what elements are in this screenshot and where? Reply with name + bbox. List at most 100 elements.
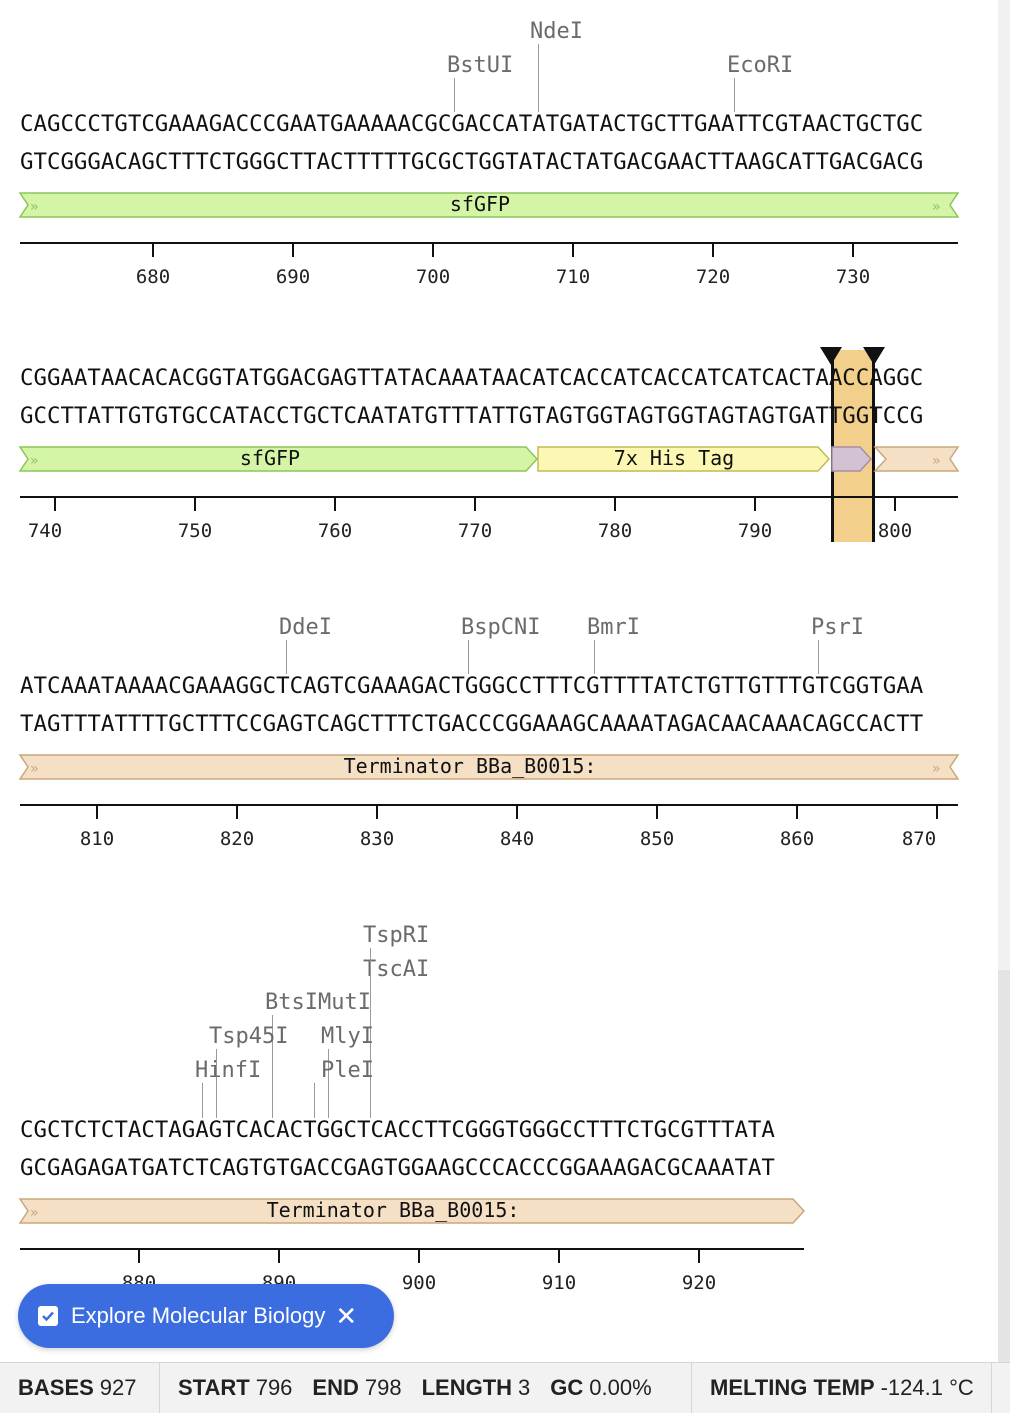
feature-small[interactable]	[831, 446, 873, 472]
ruler-tick	[138, 1249, 140, 1263]
enzyme-label-ddei[interactable]: DdeI	[279, 615, 332, 640]
feature-sfgfp[interactable]: » » sfGFP	[18, 192, 960, 218]
ruler-axis	[20, 804, 958, 806]
close-icon[interactable]: ✕	[335, 1300, 358, 1331]
ruler-tick	[432, 243, 434, 257]
ruler-axis	[20, 496, 958, 498]
ruler-tick-label: 730	[835, 266, 871, 288]
ruler-tick	[236, 805, 238, 819]
ruler-tick	[712, 243, 714, 257]
bottom-strand-sequence[interactable]: GTCGGGACAGCTTTCTGGGCTTACTTTTTGCGCTGGTATA…	[20, 149, 924, 175]
scrollbar-thumb[interactable]	[998, 970, 1010, 1362]
svg-text:»: »	[932, 453, 940, 469]
bases-value: 927	[99, 1375, 137, 1400]
enzyme-label-bmri[interactable]: BmrI	[587, 615, 640, 640]
selection-handles[interactable]	[818, 347, 888, 367]
ruler-tick	[96, 805, 98, 819]
enzyme-cut-line	[202, 1083, 203, 1118]
ruler-tick	[796, 805, 798, 819]
ruler-tick-label: 700	[415, 266, 451, 288]
enzyme-label-ndei[interactable]: NdeI	[530, 19, 583, 44]
svg-text:»: »	[30, 761, 38, 777]
enzyme-cut-line	[734, 78, 735, 112]
status-selection: START 796 END 798 LENGTH 3 GC 0.00%	[160, 1363, 692, 1413]
ruler-tick-label: 810	[79, 828, 115, 850]
feature-terminator[interactable]: »	[873, 446, 960, 472]
ruler-tick	[418, 1249, 420, 1263]
enzyme-label-tsp45i[interactable]: Tsp45I	[209, 1024, 289, 1049]
ruler-tick	[698, 1249, 700, 1263]
ruler-tick-label: 710	[555, 266, 591, 288]
ruler-tick-label: 850	[639, 828, 675, 850]
ruler-tick-label: 860	[779, 828, 815, 850]
enzyme-label-psri[interactable]: PsrI	[811, 615, 864, 640]
feature-label: 7x His Tag	[614, 446, 734, 470]
ruler-axis	[20, 242, 958, 244]
enzyme-cut-line	[468, 640, 469, 674]
enzyme-label-tscai[interactable]: TscAI	[363, 957, 430, 982]
ruler-tick-label: 750	[177, 520, 213, 542]
feature-sfgfp[interactable]: » sfGFP	[18, 446, 539, 472]
enzyme-label-ecori[interactable]: EcoRI	[727, 53, 794, 78]
top-strand-sequence[interactable]: CGCTCTCTACTAGAGTCACACTGGCTCACCTTCGGGTGGG…	[20, 1117, 775, 1143]
ruler-tick-label: 780	[597, 520, 633, 542]
status-bar: BASES 927 START 796 END 798 LENGTH 3 GC 0.00…	[0, 1362, 1010, 1413]
gc-value: 0.00%	[589, 1375, 652, 1400]
feature-label: sfGFP	[240, 446, 300, 470]
explore-molecular-biology-toast[interactable]: Explore Molecular Biology ✕	[18, 1284, 394, 1348]
ruler-tick	[572, 243, 574, 257]
end-label: END	[312, 1375, 359, 1400]
ruler-tick-label: 920	[681, 1272, 717, 1294]
status-melting-temp: MELTING TEMP -124.1 °C	[692, 1363, 992, 1413]
enzyme-cut-line	[538, 44, 539, 112]
enzyme-cut-line	[594, 640, 595, 674]
length-value: 3	[518, 1375, 531, 1400]
enzyme-label-btsimuti[interactable]: BtsIMutI	[265, 990, 371, 1015]
checkbox-icon[interactable]	[38, 1306, 58, 1326]
melting-temp-value: -124.1 °C	[880, 1375, 974, 1400]
ruler-tick	[152, 243, 154, 257]
enzyme-label-bspcni[interactable]: BspCNI	[461, 615, 541, 640]
bottom-strand-sequence[interactable]: GCGAGAGATGATCTCAGTGTGACCGAGTGGAAGCCCACCC…	[20, 1155, 775, 1181]
selection-end-handle-icon	[863, 347, 885, 365]
feature-terminator[interactable]: » » Terminator BBa_B0015:	[18, 754, 960, 780]
enzyme-cut-line	[286, 640, 287, 674]
sequence-viewer[interactable]: NdeI BstUI EcoRI CAGCCCTGTCGAAAGACCCGAAT…	[0, 0, 1000, 1362]
top-strand-sequence[interactable]: CGGAATAACACACGGTATGGACGAGTTATACAAATAACAT…	[20, 365, 924, 391]
enzyme-cut-line	[454, 78, 455, 112]
selection-end-cursor[interactable]	[872, 350, 875, 542]
ruler-tick-label: 910	[541, 1272, 577, 1294]
bases-label: BASES	[18, 1375, 94, 1400]
svg-text:»: »	[932, 761, 940, 777]
enzyme-label-plei[interactable]: PleI	[321, 1058, 374, 1083]
enzyme-label-bstui[interactable]: BstUI	[447, 53, 514, 78]
top-strand-sequence[interactable]: ATCAAATAAAACGAAAGGCTCAGTCGAAAGACTGGGCCTT…	[20, 673, 924, 699]
selection-start-cursor[interactable]	[831, 350, 834, 542]
bottom-strand-sequence[interactable]: TAGTTTATTTTGCTTTCCGAGTCAGCTTTCTGACCCGGAA…	[20, 711, 924, 737]
ruler-tick	[194, 497, 196, 511]
ruler-tick	[894, 497, 896, 511]
feature-his-tag[interactable]: 7x His Tag	[537, 446, 831, 472]
selection-start-handle-icon	[820, 347, 842, 365]
top-strand-sequence[interactable]: CAGCCCTGTCGAAAGACCCGAATGAAAAACGCGACCATAT…	[20, 111, 924, 137]
selection-highlight[interactable]	[832, 350, 874, 542]
feature-terminator[interactable]: » Terminator BBa_B0015:	[18, 1198, 806, 1224]
ruler-tick	[278, 1249, 280, 1263]
enzyme-label-hinfi[interactable]: HinfI	[195, 1058, 262, 1083]
svg-text:»: »	[932, 199, 940, 215]
gc-label: GC	[550, 1375, 584, 1400]
ruler-tick-label: 690	[275, 266, 311, 288]
enzyme-cut-line	[370, 948, 371, 1118]
enzyme-label-tspri[interactable]: TspRI	[363, 923, 430, 948]
ruler-tick	[292, 243, 294, 257]
feature-track: » » Terminator BBa_B0015:	[18, 754, 960, 780]
enzyme-label-mlyi[interactable]: MlyI	[321, 1024, 374, 1049]
ruler-tick-label: 720	[695, 266, 731, 288]
ruler-tick	[516, 805, 518, 819]
start-label: START	[178, 1375, 250, 1400]
ruler-axis	[20, 1248, 804, 1250]
ruler-tick	[334, 497, 336, 511]
ruler-tick-label: 800	[877, 520, 913, 542]
bottom-strand-sequence[interactable]: GCCTTATTGTGTGCCATACCTGCTCAATATGTTTATTGTA…	[20, 403, 924, 429]
svg-text:»: »	[30, 199, 38, 215]
